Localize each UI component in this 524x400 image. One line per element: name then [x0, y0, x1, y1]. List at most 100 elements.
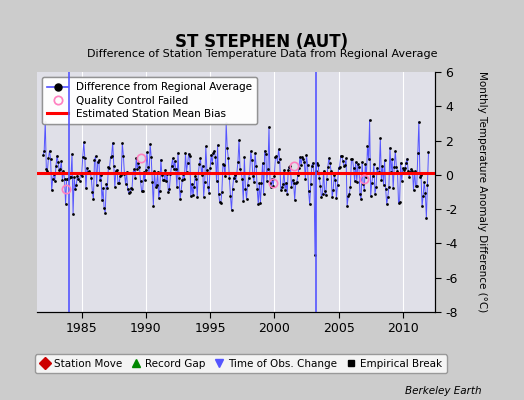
Point: [138, 188, 147, 194]
Point: [248, 157, 256, 163]
Point: [135, 164, 144, 170]
Point: [77, 171, 85, 177]
Point: [260, 148, 269, 154]
Point: [176, 196, 184, 202]
Point: [196, 155, 205, 161]
Point: [277, 186, 285, 193]
Point: [407, 166, 416, 172]
Point: [264, 166, 272, 172]
Point: [354, 160, 362, 167]
Point: [198, 172, 206, 178]
Point: [275, 146, 283, 152]
Point: [123, 169, 131, 175]
Point: [280, 167, 288, 174]
Point: [352, 159, 360, 165]
Point: [423, 182, 432, 188]
Point: [333, 182, 342, 188]
Point: [157, 156, 165, 163]
Point: [311, 252, 319, 259]
Point: [126, 189, 134, 196]
Point: [321, 188, 329, 194]
Point: [380, 157, 389, 164]
Point: [168, 155, 177, 162]
Point: [414, 118, 423, 125]
Point: [302, 152, 311, 158]
Point: [242, 196, 250, 202]
Point: [253, 186, 261, 192]
Point: [221, 173, 230, 180]
Point: [68, 151, 76, 157]
Point: [234, 158, 242, 165]
Point: [323, 176, 331, 182]
Point: [215, 199, 224, 206]
Point: [335, 164, 344, 170]
Point: [258, 160, 267, 166]
Point: [125, 190, 133, 196]
Point: [318, 190, 326, 197]
Point: [78, 173, 86, 179]
Point: [398, 177, 406, 184]
Point: [105, 165, 114, 172]
Point: [344, 193, 353, 200]
Point: [182, 168, 191, 175]
Point: [235, 137, 243, 143]
Point: [191, 173, 199, 179]
Point: [336, 152, 345, 159]
Point: [200, 194, 208, 200]
Point: [249, 172, 257, 179]
Point: [154, 169, 162, 175]
Point: [409, 187, 418, 194]
Point: [155, 195, 163, 201]
Point: [337, 153, 346, 159]
Point: [317, 194, 325, 200]
Point: [314, 162, 322, 168]
Point: [147, 154, 156, 161]
Point: [85, 168, 93, 174]
Point: [384, 194, 392, 200]
Point: [237, 170, 245, 176]
Point: [228, 186, 237, 192]
Point: [386, 144, 394, 151]
Point: [87, 174, 95, 181]
Y-axis label: Monthly Temperature Anomaly Difference (°C): Monthly Temperature Anomaly Difference (…: [477, 71, 487, 313]
Point: [110, 162, 118, 169]
Point: [282, 179, 290, 186]
Point: [226, 192, 235, 199]
Point: [400, 166, 408, 173]
Point: [357, 196, 365, 202]
Point: [136, 178, 145, 184]
Point: [285, 163, 293, 170]
Point: [71, 186, 80, 192]
Point: [265, 124, 273, 130]
Point: [281, 186, 289, 193]
Point: [350, 164, 358, 171]
Point: [288, 177, 297, 183]
Point: [41, 118, 49, 125]
Point: [389, 185, 397, 192]
Point: [267, 184, 275, 190]
Point: [127, 185, 135, 192]
Point: [164, 189, 172, 196]
Point: [115, 180, 123, 187]
Point: [53, 152, 61, 159]
Point: [223, 145, 232, 152]
Point: [297, 162, 305, 168]
Point: [210, 148, 219, 154]
Point: [351, 178, 359, 184]
Point: [143, 149, 151, 156]
Point: [312, 168, 320, 174]
Point: [214, 191, 223, 197]
Point: [376, 135, 385, 142]
Legend: Difference from Regional Average, Quality Control Failed, Estimated Station Mean: Difference from Regional Average, Qualit…: [42, 77, 257, 124]
Point: [347, 156, 356, 163]
Point: [257, 180, 266, 186]
Point: [391, 148, 399, 154]
Point: [379, 182, 388, 188]
Point: [212, 178, 221, 184]
Point: [189, 192, 197, 198]
Point: [40, 148, 48, 154]
Point: [345, 191, 354, 197]
Point: [108, 140, 117, 146]
Point: [375, 169, 384, 176]
Point: [161, 167, 169, 174]
